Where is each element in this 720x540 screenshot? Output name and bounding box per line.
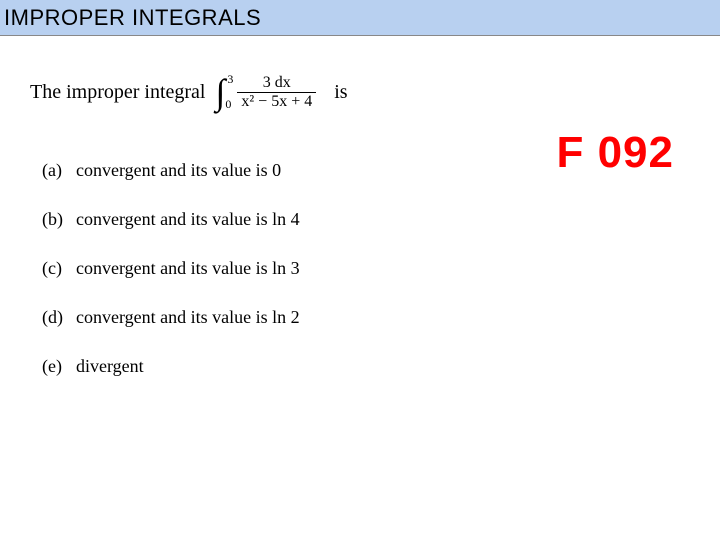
question-text: The improper integral ∫ 3 0 3 dx x² − 5x… — [30, 74, 690, 110]
question-lead: The improper integral — [30, 81, 206, 104]
option-b: (b) convergent and its value is ln 4 — [42, 209, 690, 230]
fraction: 3 dx x² − 5x + 4 — [237, 74, 316, 110]
option-text: convergent and its value is ln 2 — [76, 307, 300, 328]
option-label: (b) — [42, 209, 76, 230]
option-label: (e) — [42, 356, 76, 377]
option-label: (a) — [42, 160, 76, 181]
option-text: convergent and its value is 0 — [76, 160, 281, 181]
option-label: (d) — [42, 307, 76, 328]
integral-symbol: ∫ — [216, 72, 226, 112]
fraction-denominator: x² − 5x + 4 — [237, 92, 316, 111]
option-d: (d) convergent and its value is ln 2 — [42, 307, 690, 328]
integral-symbol-wrap: ∫ 3 0 — [216, 74, 226, 110]
page-title: IMPROPER INTEGRALS — [4, 5, 261, 31]
integral-expression: ∫ 3 0 3 dx x² − 5x + 4 — [216, 74, 317, 110]
option-e: (e) divergent — [42, 356, 690, 377]
code-label: F 092 — [556, 128, 674, 178]
content-area: The improper integral ∫ 3 0 3 dx x² − 5x… — [0, 36, 720, 377]
question-tail: is — [334, 81, 347, 104]
header-bar: IMPROPER INTEGRALS — [0, 0, 720, 36]
options-list: (a) convergent and its value is 0 (b) co… — [30, 160, 690, 377]
option-text: convergent and its value is ln 4 — [76, 209, 300, 230]
option-text: convergent and its value is ln 3 — [76, 258, 300, 279]
integral-lower-bound: 0 — [225, 97, 231, 112]
option-label: (c) — [42, 258, 76, 279]
option-c: (c) convergent and its value is ln 3 — [42, 258, 690, 279]
option-text: divergent — [76, 356, 144, 377]
integral-upper-bound: 3 — [227, 72, 233, 87]
fraction-numerator: 3 dx — [259, 74, 295, 92]
